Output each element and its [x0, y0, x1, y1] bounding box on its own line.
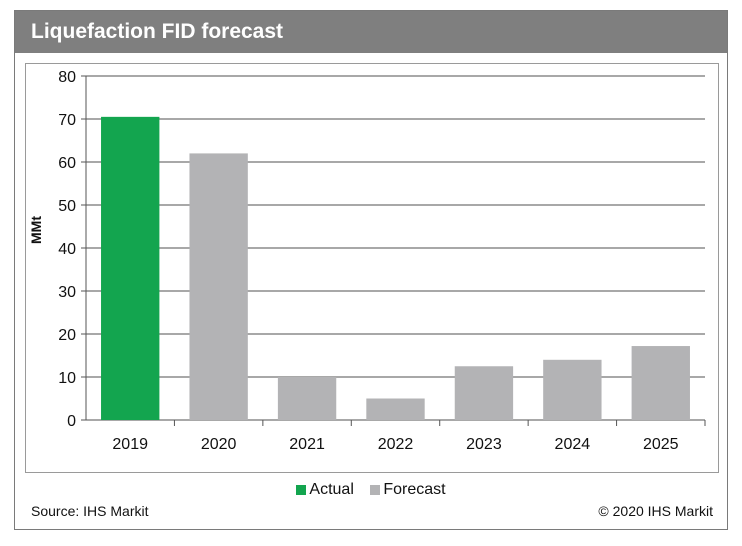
y-tick-label: 50: [58, 198, 76, 215]
plot-area-border: [25, 63, 719, 473]
legend: Actual Forecast: [15, 481, 727, 500]
chart-title: Liquefaction FID forecast: [15, 11, 727, 53]
x-tick-label-2019: 2019: [112, 436, 148, 453]
x-tick-label-2023: 2023: [466, 436, 502, 453]
bar-2021: [277, 377, 337, 420]
y-tick-label: 10: [58, 370, 76, 387]
bar-2020: [189, 153, 248, 420]
legend-item-forecast: Forecast: [370, 481, 446, 499]
y-tick-label: 20: [58, 327, 76, 344]
bar-2019: [101, 116, 160, 420]
y-tick-label: 60: [58, 155, 76, 172]
y-tick-label: 40: [58, 241, 76, 258]
y-tick-label: 70: [58, 112, 76, 129]
x-tick-label-2021: 2021: [289, 436, 325, 453]
legend-item-actual: Actual: [296, 481, 354, 499]
x-tick-label-2022: 2022: [378, 436, 414, 453]
bar-2025: [631, 346, 690, 420]
x-tick-label-2024: 2024: [555, 436, 591, 453]
y-axis-title: MMt: [28, 216, 44, 244]
source-note: Source: IHS Markit: [31, 503, 149, 519]
bar-2024: [543, 359, 602, 420]
chart-frame: Liquefaction FID forecast 0 10 20 30 40 50 60 7…: [14, 10, 728, 530]
bar-2023: [454, 366, 514, 420]
y-tick-label: 0: [67, 413, 76, 430]
legend-label-actual: Actual: [309, 481, 354, 498]
y-tick-label: 30: [58, 284, 76, 301]
bar-chart: 0 10 20 30 40 50 60 70 80 MMt 2019 2020 2021 2022 2023…: [28, 69, 706, 453]
bar-2022: [366, 398, 425, 420]
legend-swatch-forecast: [370, 485, 381, 495]
legend-label-forecast: Forecast: [383, 481, 446, 498]
x-tick-label-2020: 2020: [201, 436, 237, 453]
x-tick-label-2025: 2025: [643, 436, 679, 453]
legend-swatch-actual: [296, 485, 307, 495]
copyright-note: © 2020 IHS Markit: [598, 503, 713, 519]
y-tick-label: 80: [58, 69, 76, 86]
